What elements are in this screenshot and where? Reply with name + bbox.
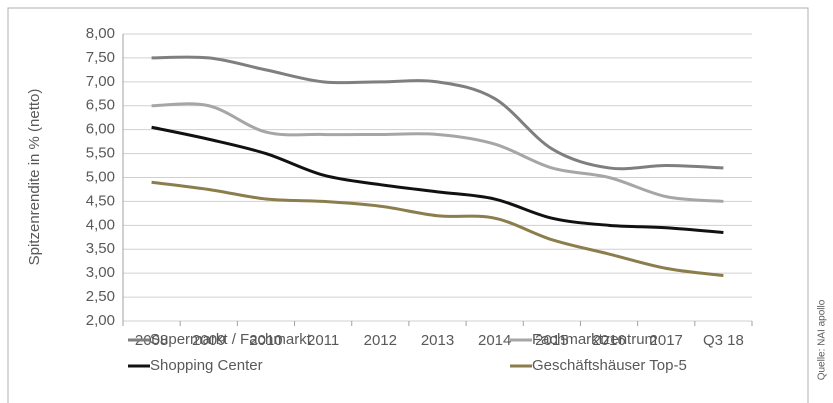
legend-label: Fachmarktzentrum	[532, 331, 657, 348]
x-tick-label: Q3 18	[703, 332, 744, 349]
y-tick-label: 3,50	[86, 240, 115, 257]
x-tick-label: 2009	[192, 332, 225, 349]
y-tick-label: 7,50	[86, 49, 115, 66]
x-tick-label: 2016	[592, 332, 625, 349]
y-tick-label: 5,50	[86, 145, 115, 162]
x-tick-label: 2010	[249, 332, 282, 349]
y-tick-label: 7,00	[86, 73, 115, 90]
source: Quelle: NAI apollo	[817, 299, 828, 380]
series-line	[151, 125, 724, 235]
y-tick-label: 4,00	[86, 216, 115, 233]
x-tick-label: 2008	[135, 332, 168, 349]
x-tick-label: 2014	[478, 332, 511, 349]
x-tick-label: 2012	[364, 332, 397, 349]
y-tick-label: 2,00	[86, 312, 115, 329]
y-tick-label: 6,50	[86, 97, 115, 114]
legend-label: Shopping Center	[150, 357, 263, 374]
x-tick-label: 2011	[307, 332, 339, 349]
y-tick-label: 3,00	[86, 264, 115, 281]
y-tick-label: 6,00	[86, 121, 115, 138]
series-line	[151, 180, 724, 278]
frame	[7, 7, 809, 403]
y-tick-label: 5,00	[86, 168, 115, 185]
y-tick-label: 4,50	[86, 192, 115, 209]
x-tick-label: 2017	[650, 332, 683, 349]
y-axis-label: Spitzenrendite in % (netto)	[26, 89, 43, 266]
legend-label: Supermarkt / Fachmarkt	[150, 331, 312, 348]
y-tick-label: 8,00	[86, 25, 115, 42]
x-tick-label: 2013	[421, 332, 454, 349]
series-line	[151, 55, 724, 171]
series-line	[151, 102, 724, 203]
y-tick-label: 2,50	[86, 288, 115, 305]
x-tick-label: 2015	[535, 332, 568, 349]
legend-label: Geschäftshäuser Top-5	[532, 357, 687, 374]
